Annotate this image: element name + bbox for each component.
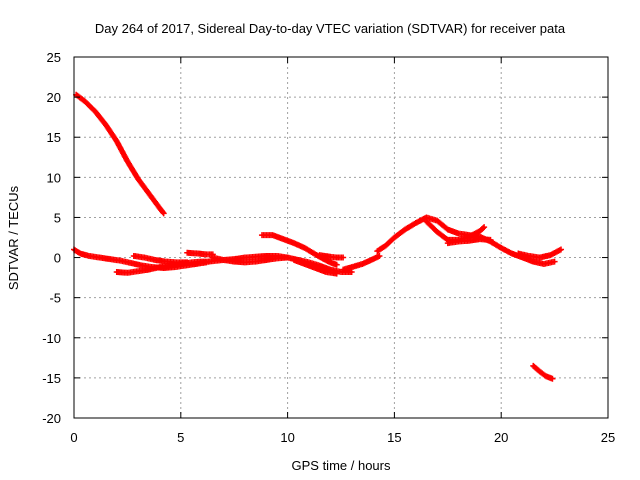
y-tick-label: -20 xyxy=(42,411,61,426)
data-series xyxy=(530,362,556,382)
data-point xyxy=(333,270,340,277)
data-series xyxy=(73,91,167,217)
data-point xyxy=(340,254,347,261)
y-tick-label: 25 xyxy=(47,50,61,65)
data-point xyxy=(551,258,558,265)
y-tick-label: -15 xyxy=(42,371,61,386)
data-series xyxy=(444,236,494,247)
data-point xyxy=(481,224,488,231)
x-tick-label: 20 xyxy=(494,430,508,445)
data-series xyxy=(184,249,216,258)
series-layer xyxy=(71,91,565,382)
y-tick-label: 20 xyxy=(47,90,61,105)
x-tick-label: 5 xyxy=(177,430,184,445)
data-point xyxy=(284,254,291,261)
axis-ticks xyxy=(73,56,609,419)
data-series xyxy=(291,256,340,277)
data-series xyxy=(515,246,565,261)
chart-title: Day 264 of 2017, Sidereal Day-to-day VTE… xyxy=(95,21,566,36)
data-point xyxy=(487,236,494,243)
x-tick-label: 0 xyxy=(70,430,77,445)
y-tick-label: 5 xyxy=(54,210,61,225)
data-series xyxy=(374,214,558,267)
data-point xyxy=(558,246,565,253)
x-tick-labels: 0 5 10 15 20 25 xyxy=(70,430,615,445)
x-tick-label: 10 xyxy=(280,430,294,445)
y-tick-label: 15 xyxy=(47,130,61,145)
x-tick-label: 25 xyxy=(601,430,615,445)
data-point xyxy=(480,225,487,232)
y-tick-label: 0 xyxy=(54,251,61,266)
data-point xyxy=(549,375,556,382)
x-axis-label: GPS time / hours xyxy=(292,458,391,473)
data-point xyxy=(159,209,166,216)
x-tick-label: 15 xyxy=(387,430,401,445)
data-series xyxy=(316,252,347,261)
data-series xyxy=(340,252,383,273)
data-point xyxy=(333,261,340,268)
y-axis-label: SDTVAR / TECUs xyxy=(6,185,21,290)
y-tick-labels: -20 -15 -10 -5 0 5 10 15 20 25 xyxy=(42,50,61,426)
data-point xyxy=(160,210,167,217)
data-point xyxy=(184,259,191,266)
plot-frame xyxy=(73,56,609,419)
y-tick-label: -5 xyxy=(49,291,61,306)
y-tick-label: -10 xyxy=(42,331,61,346)
data-series xyxy=(130,252,191,266)
data-series xyxy=(209,254,291,266)
data-point xyxy=(376,252,383,259)
y-tick-label: 10 xyxy=(47,170,61,185)
